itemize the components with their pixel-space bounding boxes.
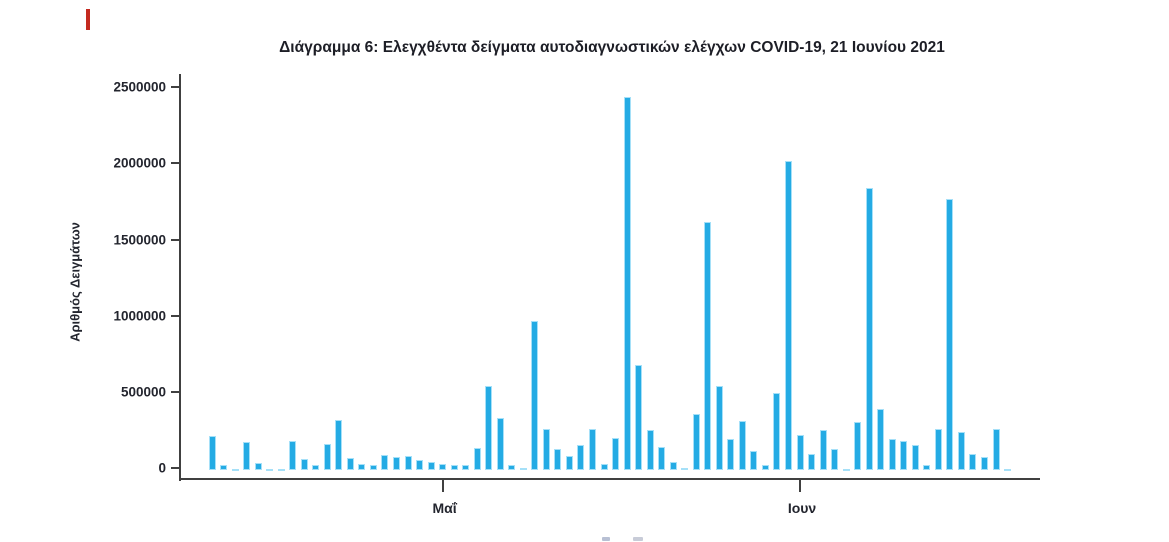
bar	[796, 434, 804, 470]
y-tick-label: 1500000	[113, 232, 166, 248]
bar	[266, 468, 274, 471]
x-tick-label: Μαΐ	[432, 500, 457, 516]
bar	[450, 465, 458, 470]
bar	[312, 465, 320, 470]
x-axis-line	[179, 478, 1040, 480]
bar	[358, 463, 366, 470]
bar	[681, 467, 689, 470]
bar	[785, 160, 792, 470]
bar	[923, 465, 931, 470]
bar	[842, 468, 850, 471]
bar	[969, 454, 977, 470]
bar	[220, 465, 228, 470]
bar	[957, 432, 965, 470]
bar	[750, 451, 758, 470]
bar	[381, 455, 389, 470]
bar	[462, 464, 470, 470]
y-axis-line	[179, 74, 181, 481]
bar	[646, 430, 654, 470]
y-tick-mark	[171, 162, 179, 165]
bar	[588, 428, 596, 470]
bar	[439, 464, 447, 470]
bar	[623, 97, 631, 470]
bar	[346, 457, 354, 470]
bar	[277, 468, 285, 471]
bar	[911, 444, 919, 470]
y-tick-label: 2500000	[113, 79, 166, 95]
bar	[635, 365, 643, 470]
bar	[323, 443, 331, 470]
bar	[473, 447, 481, 470]
bar	[565, 455, 573, 470]
bar	[404, 455, 412, 470]
bar	[658, 447, 666, 470]
y-tick-label: 1000000	[113, 308, 166, 324]
bar	[542, 428, 550, 470]
bar	[669, 461, 677, 470]
bar	[946, 199, 954, 470]
clipped-text-fragment	[602, 537, 610, 541]
bar	[231, 468, 239, 471]
bar	[600, 464, 608, 470]
bar	[819, 430, 827, 470]
bar	[808, 453, 816, 470]
bar	[761, 464, 769, 470]
bar	[369, 464, 377, 470]
bar	[254, 462, 262, 470]
bar	[692, 413, 700, 470]
bar	[496, 417, 504, 470]
chart-title: Διάγραμμα 6: Ελεγχθέντα δείγματα αυτοδια…	[279, 39, 945, 56]
bar	[727, 439, 735, 470]
bar	[992, 428, 1000, 470]
bar	[392, 456, 400, 470]
bar	[854, 421, 862, 470]
x-tick-mark	[441, 479, 444, 492]
x-tick-label: Ιουν	[787, 500, 817, 516]
bar	[577, 445, 585, 470]
bar	[934, 429, 942, 470]
bar	[981, 456, 988, 470]
y-tick-label: 0	[158, 460, 166, 476]
bar	[831, 448, 839, 470]
y-tick-mark	[171, 314, 179, 317]
y-tick-label: 500000	[120, 384, 166, 400]
bar	[865, 187, 873, 470]
bar	[300, 459, 308, 470]
clipped-text-fragment	[633, 537, 643, 541]
bar	[554, 448, 562, 470]
bar	[531, 321, 539, 470]
bar	[900, 441, 908, 470]
bar	[877, 409, 885, 470]
x-tick-mark	[799, 479, 802, 492]
bar	[485, 385, 493, 470]
bar	[715, 385, 723, 470]
bar	[738, 420, 746, 470]
y-tick-label: 2000000	[113, 155, 166, 171]
y-tick-mark	[171, 86, 179, 89]
bar	[519, 467, 527, 470]
bar	[427, 461, 435, 470]
bar	[416, 460, 424, 470]
bar	[335, 420, 343, 470]
bar	[243, 441, 251, 470]
bar	[208, 436, 216, 470]
bar	[888, 438, 896, 470]
bar	[704, 221, 712, 470]
y-tick-mark	[171, 390, 179, 393]
bar	[773, 392, 781, 470]
bar	[508, 465, 516, 470]
y-tick-mark	[171, 467, 179, 469]
bar	[1004, 468, 1012, 471]
y-tick-mark	[171, 238, 179, 241]
y-axis-title: Αριθμός Δειγμάτων	[67, 222, 83, 342]
red-edge-mark	[86, 9, 90, 30]
bar	[612, 437, 620, 470]
bar	[289, 441, 297, 470]
